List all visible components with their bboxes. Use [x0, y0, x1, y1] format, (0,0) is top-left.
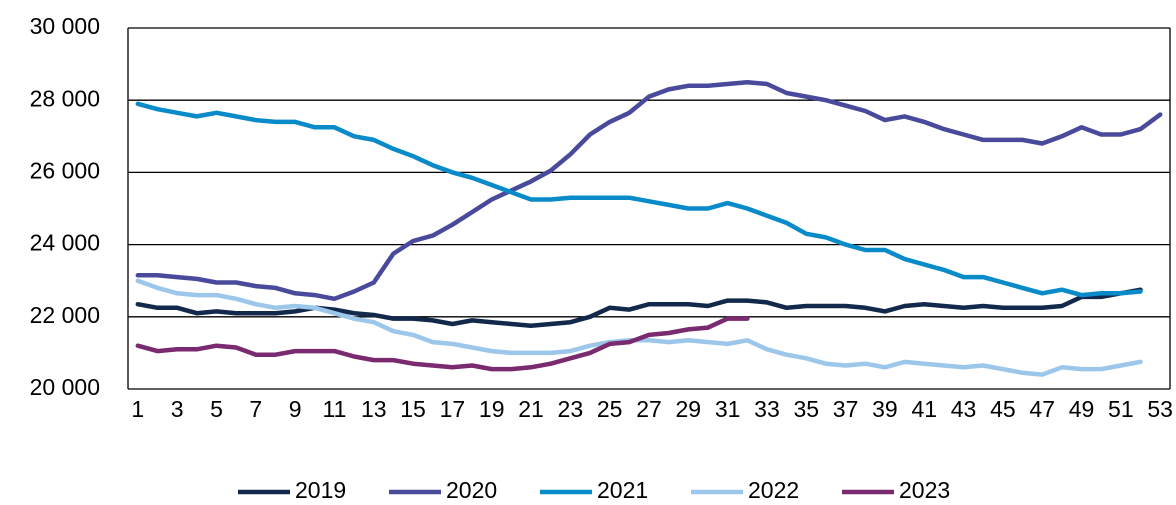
x-tick-label: 47 — [1029, 396, 1055, 422]
x-tick-label: 29 — [676, 396, 702, 422]
x-tick-label: 45 — [990, 396, 1016, 422]
x-tick-label: 5 — [210, 396, 223, 422]
series-line — [135, 316, 750, 372]
x-tick-label: 19 — [479, 396, 505, 422]
x-tick-label: 25 — [597, 396, 623, 422]
series-line — [135, 101, 1143, 298]
x-tick-label: 3 — [171, 396, 184, 422]
x-tick-label: 33 — [754, 396, 780, 422]
series-line — [135, 287, 1143, 329]
legend-label: 2021 — [597, 477, 648, 503]
x-tick-label: 21 — [518, 396, 544, 422]
x-tick-label: 41 — [911, 396, 937, 422]
x-tick-label: 49 — [1069, 396, 1095, 422]
x-tick-label: 39 — [872, 396, 898, 422]
series-line — [135, 278, 1143, 377]
y-tick-label: 20 000 — [30, 374, 100, 400]
x-tick-label: 17 — [440, 396, 466, 422]
x-tick-label: 11 — [322, 396, 346, 422]
x-tick-label: 37 — [833, 396, 859, 422]
x-tick-label: 35 — [793, 396, 819, 422]
x-tick-label: 23 — [558, 396, 584, 422]
x-tick-label: 13 — [361, 396, 387, 422]
y-tick-label: 26 000 — [30, 157, 100, 183]
y-tick-label: 22 000 — [30, 302, 100, 328]
x-tick-label: 31 — [715, 396, 741, 422]
legend-label: 2019 — [295, 477, 346, 503]
y-tick-label: 28 000 — [30, 85, 100, 111]
x-tick-label: 43 — [951, 396, 977, 422]
legend-label: 2022 — [748, 477, 799, 503]
x-tick-label: 15 — [400, 396, 426, 422]
y-tick-label: 24 000 — [30, 230, 100, 256]
x-tick-label: 27 — [636, 396, 662, 422]
x-tick-label: 7 — [249, 396, 262, 422]
x-tick-label: 53 — [1147, 396, 1173, 422]
series-line — [135, 79, 1163, 302]
x-tick-label: 9 — [289, 396, 302, 422]
x-tick-label: 1 — [131, 396, 144, 422]
legend-label: 2023 — [899, 477, 950, 503]
legend-label: 2020 — [446, 477, 497, 503]
y-tick-label: 30 000 — [30, 13, 100, 39]
x-tick-label: 51 — [1108, 396, 1134, 422]
